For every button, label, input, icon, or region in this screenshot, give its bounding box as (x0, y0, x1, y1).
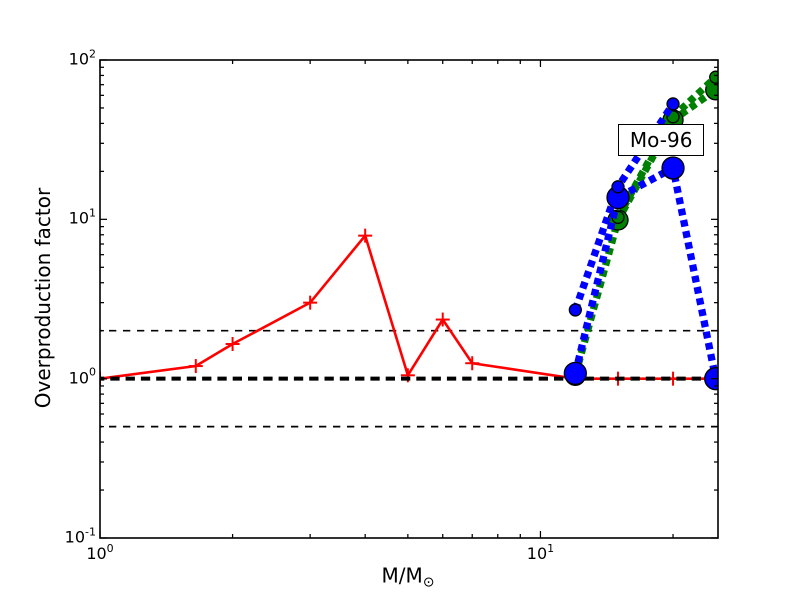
blue-dotted-large-circles-line (571, 162, 718, 380)
annotation-mo96-text: Mo-96 (629, 127, 693, 152)
x-tick-label-10e1: 101 (526, 541, 555, 563)
plot-frame (99, 59, 719, 539)
blue-dotted-large-circles-series (563, 156, 718, 391)
blue-dotted-small-circles-marker (568, 303, 582, 317)
y-tick-label-10e2: 102 (68, 47, 96, 69)
green-dotted-small-circles-series (611, 70, 718, 224)
y-tick-label-10e1: 101 (68, 206, 96, 228)
red-solid-plus-series (100, 228, 718, 386)
solar-mass-symbol: ⊙ (422, 574, 435, 591)
annotation-mo96-box: Mo-96 (618, 123, 705, 156)
green-dotted-large-circles-line (571, 86, 718, 377)
y-tick-label-10e0: 100 (68, 365, 96, 388)
x-tick-label-10e0: 100 (86, 541, 114, 563)
x-axis-label: M/M⊙ (382, 564, 435, 591)
blue-dotted-small-circles-marker (611, 180, 625, 194)
axes-layer (99, 59, 719, 539)
blue-dotted-large-circles-marker (661, 156, 685, 180)
blue-dotted-small-circles-marker (666, 97, 680, 111)
x-axis-label-text: M/M (381, 563, 423, 588)
green-dotted-small-circles-marker (709, 70, 718, 84)
blue-dotted-large-circles-marker (563, 361, 587, 385)
red-solid-plus-line (100, 232, 716, 380)
y-tick-label-10e-1: 10-1 (64, 525, 96, 547)
